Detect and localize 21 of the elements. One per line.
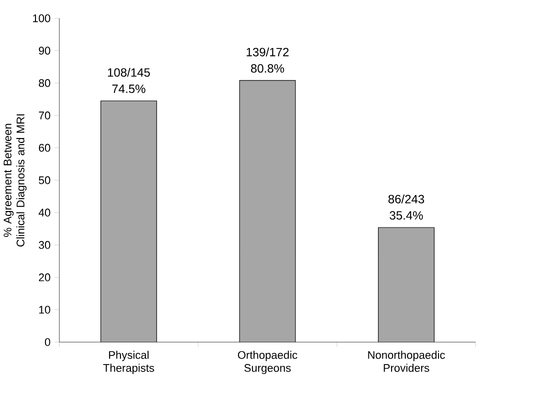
y-tick-label: 50 <box>38 176 50 184</box>
data-label: 139/172 80.8% <box>246 48 289 73</box>
y-tick-label: 40 <box>38 208 50 217</box>
bar <box>100 101 157 342</box>
x-tick-label: Nonorthopaedic Providers <box>368 351 445 372</box>
y-axis-title: % Agreement Between Clinical Diagnosis and MRI <box>4 114 27 247</box>
data-label: 108/145 74.5% <box>108 68 150 94</box>
bar <box>378 227 434 342</box>
x-tick-label: Orthopaedic Surgeons <box>238 351 298 374</box>
y-tick-label: 80 <box>38 79 50 88</box>
y-tick-label: 60 <box>38 144 50 152</box>
y-tick-label: 20 <box>38 274 50 282</box>
y-tick-label: 0 <box>44 338 50 346</box>
data-label: 86/243 35.4% <box>388 194 424 220</box>
y-tick-label: 10 <box>39 306 50 314</box>
y-tick-label: 90 <box>38 46 50 55</box>
bar <box>240 80 296 342</box>
y-tick-label: 100 <box>33 14 50 22</box>
x-tick-label: Physical Therapists <box>103 351 154 374</box>
y-tick-label: 30 <box>38 241 50 250</box>
y-tick-label: 70 <box>38 112 50 120</box>
